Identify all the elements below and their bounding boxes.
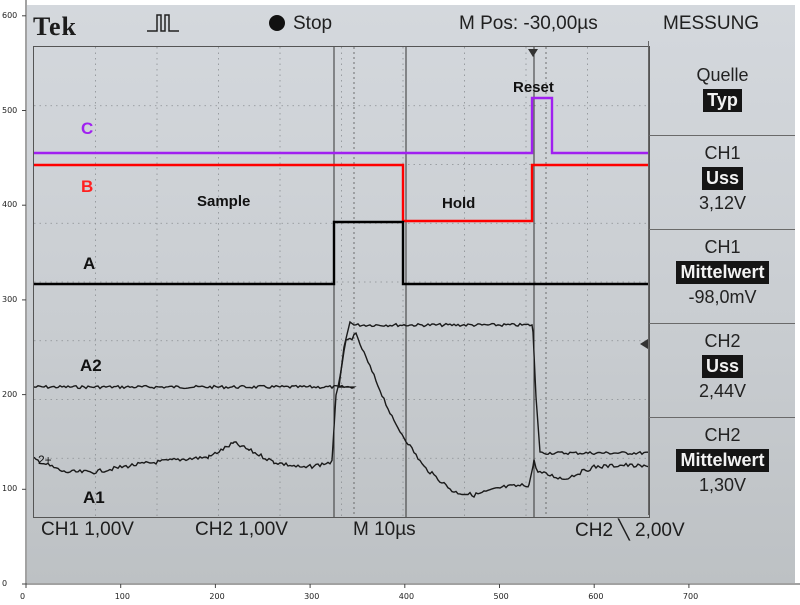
source-label: Quelle	[696, 65, 749, 85]
measurement-type: Uss	[701, 355, 744, 378]
timebase: M 10µs	[353, 519, 416, 540]
source-box[interactable]: Quelle Typ	[649, 41, 795, 136]
ruler-x-tick: 400	[398, 592, 415, 601]
measurement-channel: CH2	[704, 425, 741, 445]
pulse-icon	[147, 14, 179, 32]
label-a: A	[83, 254, 96, 273]
measurement-value: -98,0mV	[688, 287, 757, 307]
ruler-y-tick: 500	[2, 105, 18, 115]
measurement-type: Mittelwert	[676, 449, 769, 472]
trace-a1	[34, 332, 649, 498]
label-sample: Sample	[197, 193, 251, 210]
channel-2-marker: 2+	[38, 453, 52, 467]
measurement-type: Mittelwert	[676, 261, 769, 284]
measurement-panel: Quelle Typ CH1 Uss 3,12V CH1 Mittelwert …	[648, 41, 795, 515]
ruler-x-tick: 0	[20, 592, 26, 601]
scale-bar: CH1 1,00V CH2 1,00V M 10µs CH2 ╲ 2,00V	[27, 515, 795, 545]
run-state: Stop	[293, 13, 333, 34]
ruler-y-tick: 300	[2, 294, 18, 304]
label-c: C	[81, 119, 94, 138]
brand-logo: Tek	[33, 12, 77, 41]
measurement-value: 2,44V	[698, 381, 747, 401]
ch1-scale: CH1 1,00V	[41, 519, 134, 540]
ruler-y-tick: 600	[2, 10, 18, 20]
trigger-position-icon	[528, 49, 538, 57]
ruler-x-tick: 700	[682, 592, 699, 601]
measurement-channel: CH1	[704, 143, 741, 163]
trigger-level-icon	[640, 339, 648, 349]
label-a2: A2	[80, 356, 102, 375]
ruler-y-tick: 100	[2, 484, 18, 494]
measurement-1[interactable]: CH1 Uss 3,12V	[649, 135, 795, 230]
trace-a2	[34, 320, 648, 456]
ruler-y-tick: 400	[2, 200, 18, 210]
measurement-4[interactable]: CH2 Mittelwert 1,30V	[649, 417, 795, 515]
measurement-value: 1,30V	[698, 475, 747, 495]
trace-a	[34, 220, 649, 286]
measurement-3[interactable]: CH2 Uss 2,44V	[649, 323, 795, 418]
source-value: Typ	[703, 89, 742, 112]
horizontal-position: M Pos: -30,00µs	[459, 13, 598, 34]
label-a1: A1	[83, 488, 105, 507]
ruler-x-tick: 300	[304, 592, 320, 601]
ruler-x-tick: 500	[493, 592, 509, 601]
measurement-type: Uss	[701, 167, 744, 190]
measurement-channel: CH1	[704, 237, 741, 257]
status-bar: Tek Stop M Pos: -30,00µs MESSUNG	[27, 5, 795, 41]
label-b: B	[81, 177, 94, 196]
menu-title: MESSUNG	[663, 13, 760, 34]
trace-c	[34, 96, 649, 155]
ruler-y-tick: 0	[2, 579, 8, 588]
oscilloscope-screen: Tek Stop M Pos: -30,00µs MESSUNG	[27, 5, 795, 583]
label-hold: Hold	[442, 195, 476, 212]
measurement-value: 3,12V	[698, 193, 747, 213]
trace-b	[34, 163, 649, 223]
ruler-x-tick: 200	[209, 592, 225, 601]
ch2-scale: CH2 1,00V	[195, 519, 288, 540]
ruler-y-tick: 200	[2, 389, 18, 399]
ruler-x-tick: 100	[114, 592, 130, 601]
label-reset: Reset	[513, 79, 554, 96]
ruler-x-tick: 600	[588, 592, 604, 601]
graticule	[33, 46, 650, 518]
measurement-2[interactable]: CH1 Mittelwert -98,0mV	[649, 229, 795, 324]
trigger-setting: CH2 ╲ 2,00V	[575, 520, 685, 541]
stop-indicator-icon	[269, 15, 285, 31]
measurement-channel: CH2	[704, 331, 741, 351]
